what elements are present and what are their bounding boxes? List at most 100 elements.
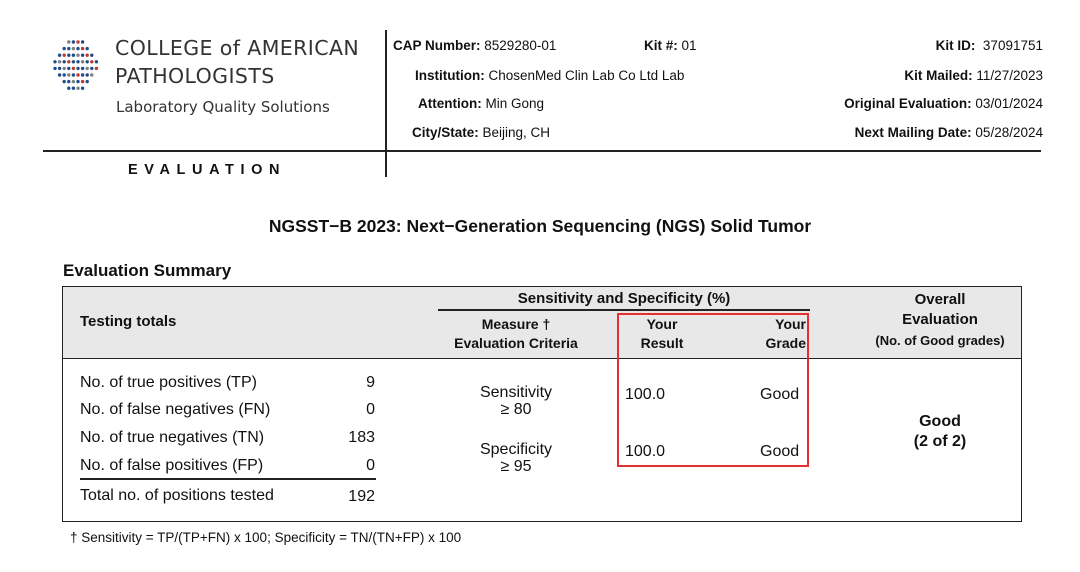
header-divider-horizontal — [43, 150, 1041, 152]
logo-dot — [62, 53, 66, 57]
logo-dot — [85, 53, 89, 57]
logo-dot — [67, 73, 71, 77]
logo-dot — [80, 79, 85, 84]
kit-mailed-field: Kit Mailed: 11/27/2023 — [904, 68, 1043, 83]
col-testing-totals: Testing totals — [80, 313, 177, 330]
logo-dot — [80, 73, 85, 77]
logo-dot — [71, 60, 76, 64]
city-state-field: City/State: Beijing, CH — [412, 125, 551, 140]
institution-value: ChosenMed Clin Lab Co Ltd Lab — [488, 68, 685, 83]
cap-number-field: CAP Number: 8529280-01 — [393, 38, 557, 53]
logo-dot — [67, 79, 71, 84]
logo-dot — [94, 60, 99, 64]
logo-dot — [71, 79, 76, 84]
attention-value: Min Gong — [485, 96, 545, 111]
sensitivity-measure: Sensitivity ≥ 80 — [479, 384, 553, 418]
logo-dot — [71, 53, 76, 57]
col-measure: Measure † Evaluation Criteria — [454, 316, 578, 351]
col-your-grade: Your Grade — [765, 316, 806, 351]
logo-dot — [62, 66, 66, 71]
logo-dot — [85, 46, 89, 51]
logo-dot — [85, 66, 89, 71]
logo-dot — [85, 79, 89, 84]
kit-id-value: 37091751 — [982, 38, 1043, 53]
specificity-grade: Good — [760, 443, 800, 460]
logo-dot — [71, 40, 76, 44]
fp-value: 0 — [366, 457, 375, 474]
logo-dot — [67, 46, 71, 51]
cap-logo-icon — [53, 40, 99, 90]
totals-underline — [80, 478, 376, 480]
logo-dot — [67, 66, 71, 71]
logo-dot — [80, 86, 85, 90]
col-overall-evaluation: Overall Evaluation (No. of Good grades) — [875, 291, 1005, 348]
tp-label: No. of true positives (TP) — [80, 374, 257, 391]
original-evaluation-value: 03/01/2024 — [975, 96, 1043, 111]
logo-dot — [80, 53, 85, 57]
logo-dot — [62, 46, 66, 51]
col-your-result: Your Result — [640, 316, 684, 351]
group-underline — [438, 309, 810, 311]
logo-dot — [67, 60, 71, 64]
specificity-measure: Specificity ≥ 95 — [479, 441, 553, 475]
logo-dot — [90, 60, 94, 64]
result-highlight-box — [617, 313, 809, 467]
total-label: Total no. of positions tested — [80, 487, 274, 504]
tp-value: 9 — [366, 374, 375, 391]
logo-dot — [80, 66, 85, 71]
kit-id-field: Kit ID: 37091751 — [935, 38, 1043, 53]
logo-dot — [85, 60, 89, 64]
document-type-label: EVALUATION — [128, 162, 287, 178]
kit-number-value: 01 — [681, 38, 697, 53]
logo-dot — [67, 40, 71, 44]
logo-dot — [90, 73, 94, 77]
organization-tagline: Laboratory Quality Solutions — [116, 98, 330, 116]
logo-dot — [80, 60, 85, 64]
col-group-sens-spec: Sensitivity and Specificity (%) — [517, 290, 731, 307]
logo-dot — [76, 73, 80, 77]
logo-dot — [76, 66, 80, 71]
fn-label: No. of false negatives (FN) — [80, 401, 271, 418]
logo-dot — [80, 40, 85, 44]
organization-name: COLLEGE of AMERICAN — [115, 36, 360, 60]
kit-mailed-value: 11/27/2023 — [976, 68, 1043, 83]
header-divider-vertical — [385, 30, 387, 177]
fn-value: 0 — [366, 401, 375, 418]
institution-field: Institution: ChosenMed Clin Lab Co Ltd L… — [415, 68, 685, 83]
logo-dot — [85, 73, 89, 77]
logo-dot — [76, 53, 80, 57]
kit-number-field: Kit #: 01 — [644, 38, 697, 53]
logo-dot — [62, 79, 66, 84]
section-title: Evaluation Summary — [63, 261, 232, 280]
logo-dot — [80, 46, 85, 51]
next-mailing-value: 05/28/2024 — [975, 125, 1043, 140]
next-mailing-field: Next Mailing Date: 05/28/2024 — [854, 125, 1043, 140]
fp-label: No. of false positives (FP) — [80, 457, 264, 474]
logo-dot — [76, 86, 80, 90]
logo-dot — [90, 53, 94, 57]
logo-dot — [94, 66, 99, 71]
sensitivity-result: 100.0 — [625, 386, 666, 403]
footnote: † Sensitivity = TP/(TP+FN) x 100; Specif… — [70, 530, 462, 545]
organization-name-line2: PATHOLOGISTS — [115, 64, 275, 88]
logo-dot — [76, 60, 80, 64]
original-evaluation-field: Original Evaluation: 03/01/2024 — [844, 96, 1043, 111]
logo-dot — [57, 53, 62, 57]
tn-value: 183 — [348, 429, 375, 446]
logo-dot — [67, 53, 71, 57]
city-state-value: Beijing, CH — [482, 125, 551, 140]
logo-dot — [62, 60, 66, 64]
sensitivity-grade: Good — [760, 386, 800, 403]
logo-dot — [53, 60, 57, 64]
logo-dot — [53, 66, 57, 71]
logo-dot — [76, 46, 80, 51]
specificity-result: 100.0 — [625, 443, 666, 460]
logo-dot — [76, 40, 80, 44]
logo-dot — [67, 86, 71, 90]
evaluation-summary-table — [62, 286, 1022, 522]
attention-field: Attention: Min Gong — [418, 96, 545, 111]
logo-dot — [71, 73, 76, 77]
logo-dot — [76, 79, 80, 84]
total-value: 192 — [348, 488, 375, 505]
document-title: NGSST−B 2023: Next−Generation Sequencing… — [268, 216, 812, 236]
